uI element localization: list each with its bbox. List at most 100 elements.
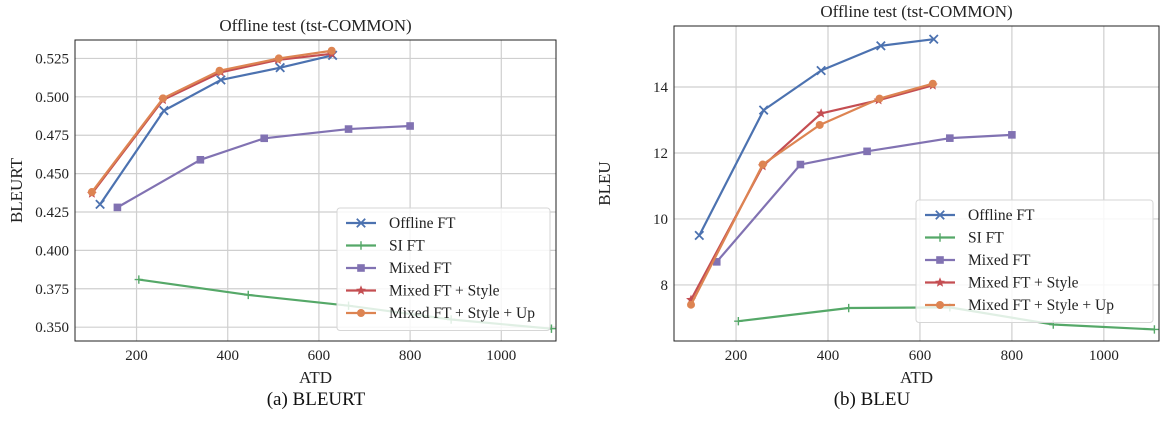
data-point-offline-ft bbox=[95, 199, 105, 210]
series-mixed-ft-style bbox=[86, 48, 337, 198]
series-mixed-ft-style bbox=[686, 80, 938, 304]
data-point-offline-ft bbox=[159, 105, 169, 116]
x-tick-label: 600 bbox=[909, 348, 932, 364]
data-point-mixed-ft-style-up bbox=[687, 300, 696, 309]
y-axis-label: BLEURT bbox=[7, 157, 26, 223]
legend-label: Offline FT bbox=[389, 215, 456, 232]
legend-label: SI FT bbox=[389, 238, 425, 255]
series-line-mixed-ft-style-up bbox=[90, 49, 332, 193]
y-tick-label: 14 bbox=[653, 80, 669, 96]
data-point-offline-ft bbox=[694, 230, 705, 241]
data-point-mixed-ft-style-up bbox=[327, 46, 336, 55]
data-point-mixed-ft bbox=[196, 155, 205, 164]
data-point-offline-ft bbox=[275, 62, 286, 73]
series-line-mixed-ft-style-up bbox=[690, 82, 934, 306]
legend-marker bbox=[357, 309, 365, 317]
legend-label: SI FT bbox=[968, 230, 1004, 247]
legend-marker bbox=[935, 210, 945, 220]
legend: Offline FT SI FT Mixed FT Mixed FT + Style M… bbox=[336, 207, 551, 331]
legend-entry-mixed-ft-style: Mixed FT + Style bbox=[925, 275, 1079, 292]
plot-frame bbox=[673, 25, 1160, 342]
y-axis-label: BLEU bbox=[595, 161, 614, 205]
y-tick-label: 0.475 bbox=[35, 128, 69, 144]
y-tick-label: 8 bbox=[661, 278, 669, 294]
series-line-offline-ft bbox=[698, 38, 934, 236]
legend-entry-mixed-ft-style: Mixed FT + Style bbox=[346, 283, 500, 300]
legend-marker bbox=[356, 218, 366, 228]
chart-panel-1: 200 400 600 800 1000 0.350 0.375 0.400 0.425 0.45… bbox=[7, 16, 557, 410]
data-point-mixed-ft bbox=[863, 147, 871, 156]
legend-label: Mixed FT + Style bbox=[389, 283, 500, 300]
series-offline-ft bbox=[95, 50, 338, 210]
y-tick-label: 0.375 bbox=[35, 282, 69, 298]
legend-box bbox=[336, 207, 551, 331]
legend-entry-si-ft: SI FT bbox=[346, 238, 425, 255]
series-mixed-ft bbox=[113, 122, 414, 212]
figure-caption: (a) BLEURT bbox=[267, 389, 366, 410]
legend-entry-offline-ft: Offline FT bbox=[346, 215, 456, 232]
data-point-mixed-ft bbox=[946, 134, 954, 142]
data-point-mixed-ft bbox=[712, 258, 721, 266]
y-tick-label: 0.500 bbox=[35, 90, 69, 106]
data-point-mixed-ft bbox=[113, 203, 122, 212]
data-point-offline-ft bbox=[816, 65, 826, 76]
data-point-offline-ft bbox=[758, 105, 769, 115]
chart-title: Offline test (tst-COMMON) bbox=[820, 2, 1012, 21]
y-tick-label: 0.525 bbox=[35, 51, 69, 67]
legend-marker bbox=[936, 301, 944, 309]
legend-marker bbox=[356, 241, 366, 250]
y-tick-label: 0.400 bbox=[35, 243, 69, 259]
legend-entry-mixed-ft: Mixed FT bbox=[346, 260, 452, 277]
y-tick-label: 12 bbox=[653, 146, 668, 162]
data-point-mixed-ft-style-up bbox=[875, 94, 884, 103]
x-tick-label: 200 bbox=[725, 348, 748, 364]
data-point-mixed-ft-style-up bbox=[815, 120, 824, 129]
x-tick-label: 400 bbox=[216, 348, 239, 364]
data-point-mixed-ft bbox=[344, 125, 353, 133]
y-tick-label: 0.350 bbox=[35, 320, 69, 336]
data-point-mixed-ft bbox=[1008, 131, 1016, 139]
legend-marker bbox=[935, 277, 945, 287]
legend-entry-mixed-ft-style-up: Mixed FT + Style + Up bbox=[346, 305, 535, 322]
data-point-offline-ft bbox=[876, 40, 886, 51]
data-point-mixed-ft-style-up bbox=[87, 188, 96, 197]
chart-title: Offline test (tst-COMMON) bbox=[219, 16, 411, 35]
x-tick-label: 1000 bbox=[1089, 348, 1119, 364]
legend-marker bbox=[356, 285, 366, 295]
x-axis-label: ATD bbox=[299, 368, 332, 387]
data-point-mixed-ft-style-up bbox=[215, 66, 224, 75]
x-tick-label: 200 bbox=[125, 348, 148, 364]
legend-label: Offline FT bbox=[968, 207, 1035, 224]
data-point-mixed-ft-style-up bbox=[758, 160, 767, 169]
series-offline-ft bbox=[694, 34, 939, 241]
data-point-offline-ft bbox=[216, 75, 226, 85]
plot-frame bbox=[74, 39, 557, 342]
legend-entry-offline-ft: Offline FT bbox=[925, 207, 1035, 224]
data-point-si-ft bbox=[844, 303, 853, 313]
x-axis-label: ATD bbox=[900, 368, 933, 387]
x-tick-label: 400 bbox=[817, 348, 840, 364]
x-tick-label: 800 bbox=[1001, 348, 1024, 364]
figure-caption: (b) BLEU bbox=[834, 389, 911, 410]
data-point-si-ft bbox=[1150, 325, 1159, 334]
legend-label: Mixed FT bbox=[389, 260, 452, 277]
legend-entry-mixed-ft-style-up: Mixed FT + Style + Up bbox=[925, 297, 1114, 314]
legend-label: Mixed FT + Style bbox=[968, 275, 1079, 292]
data-point-mixed-ft bbox=[406, 122, 414, 130]
series-line-offline-ft bbox=[99, 54, 333, 205]
legend-marker bbox=[935, 233, 945, 242]
y-tick-label: 0.425 bbox=[35, 205, 69, 221]
x-tick-label: 1000 bbox=[486, 348, 516, 364]
series-mixed-ft-style-up bbox=[87, 46, 336, 197]
series-line-mixed-ft-style bbox=[690, 84, 934, 301]
y-tick-label: 10 bbox=[653, 212, 668, 228]
legend-marker bbox=[936, 256, 944, 264]
legend-label: Mixed FT + Style + Up bbox=[389, 305, 535, 322]
data-point-si-ft bbox=[134, 275, 144, 284]
legend-entry-si-ft: SI FT bbox=[925, 230, 1004, 247]
legend-marker bbox=[357, 264, 365, 272]
x-tick-label: 800 bbox=[399, 348, 422, 364]
data-point-mixed-ft bbox=[796, 160, 805, 169]
series-mixed-ft-style-up bbox=[687, 79, 937, 309]
